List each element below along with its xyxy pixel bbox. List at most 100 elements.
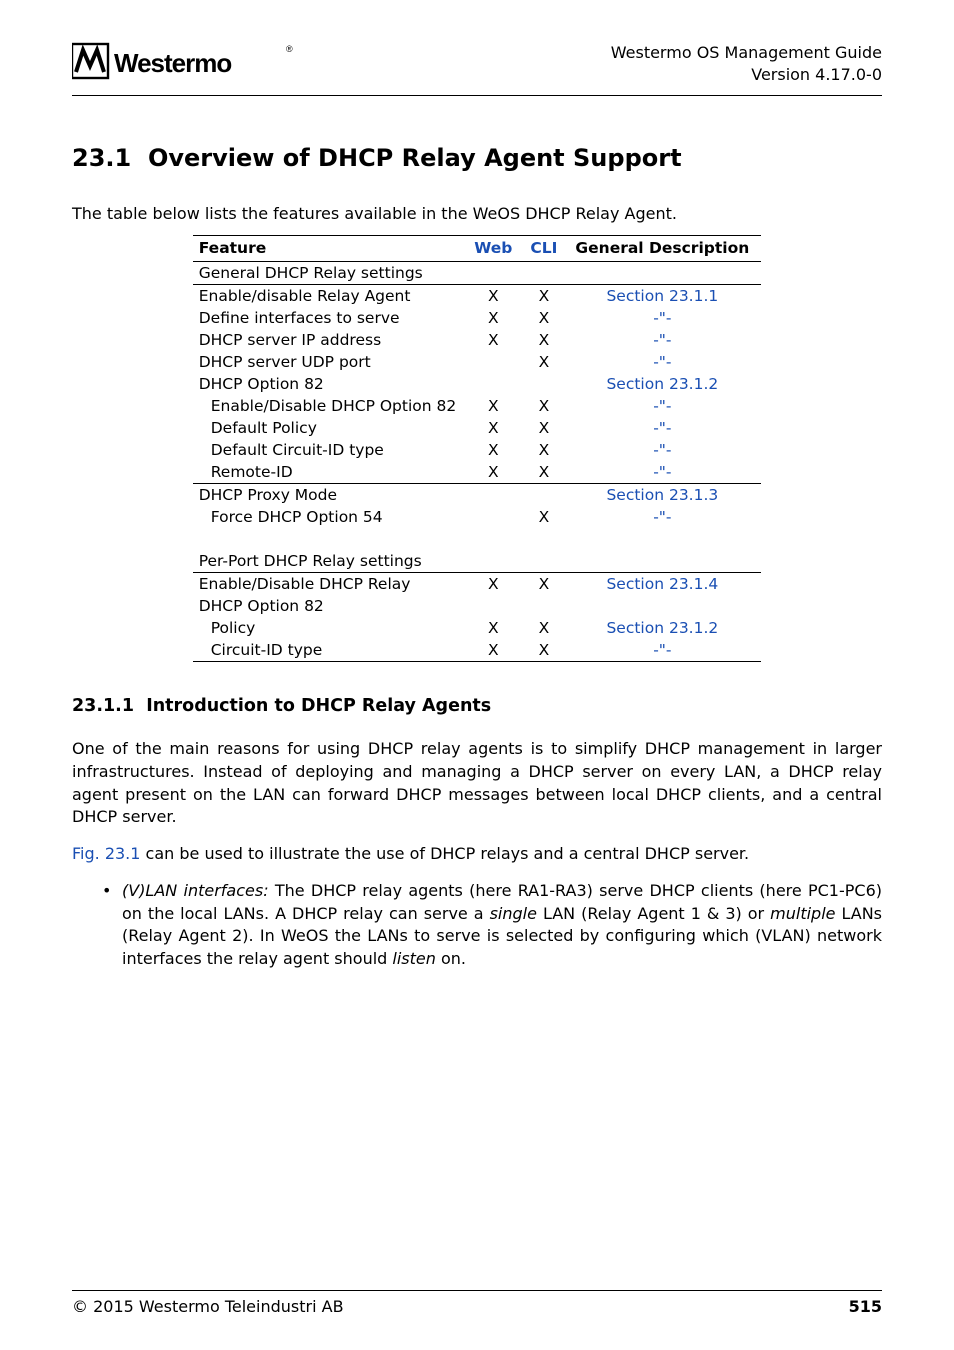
cell-feature: DHCP server IP address: [193, 329, 469, 351]
cell-web: X: [468, 573, 524, 596]
page: Westermo ® Westermo OS Management Guide …: [0, 0, 954, 1350]
table-row: Define interfaces to serveXX-"-: [193, 307, 762, 329]
cell-desc: [569, 550, 761, 573]
cell-feature: Enable/disable Relay Agent: [193, 285, 469, 308]
cell-web: [468, 595, 524, 617]
cell-web: X: [468, 417, 524, 439]
bullet-t2: LAN (Relay Agent 1 & 3) or: [537, 904, 770, 923]
cell-desc[interactable]: Section 23.1.2: [569, 617, 761, 639]
bullet-t4: on.: [436, 949, 466, 968]
cell-desc[interactable]: Section 23.1.1: [569, 285, 761, 308]
cell-feature: DHCP Option 82: [193, 595, 469, 617]
cell-desc: [569, 262, 761, 285]
table-row: General DHCP Relay settings: [193, 262, 762, 285]
cell-feature: Force DHCP Option 54: [193, 506, 469, 528]
table-row: Remote-IDXX-"-: [193, 461, 762, 484]
cell-web: X: [468, 617, 524, 639]
table-row: Circuit-ID typeXX-"-: [193, 639, 762, 662]
guide-title: Westermo OS Management Guide: [611, 42, 882, 64]
cell-desc[interactable]: Section 23.1.3: [569, 484, 761, 507]
paragraph-1: One of the main reasons for using DHCP r…: [72, 738, 882, 829]
table-row: Per-Port DHCP Relay settings: [193, 550, 762, 573]
cell-desc[interactable]: -"-: [569, 351, 761, 373]
cell-cli: [524, 595, 569, 617]
bullet-multiple: multiple: [770, 904, 835, 923]
cell-web: X: [468, 639, 524, 662]
cell-desc[interactable]: -"-: [569, 417, 761, 439]
header-text: Westermo OS Management Guide Version 4.1…: [611, 42, 882, 85]
section-number: 23.1: [72, 144, 131, 172]
cell-web: [468, 484, 524, 507]
cell-cli: X: [524, 417, 569, 439]
bullet-item: (V)LAN interfaces: The DHCP relay agents…: [106, 880, 882, 971]
copyright: © 2015 Westermo Teleindustri AB: [72, 1297, 344, 1316]
cell-web: X: [468, 395, 524, 417]
page-footer: © 2015 Westermo Teleindustri AB 515: [72, 1290, 882, 1316]
subsection-title: 23.1.1 Introduction to DHCP Relay Agents: [72, 696, 882, 716]
cell-cli: X: [524, 351, 569, 373]
cell-feature: DHCP Option 82: [193, 373, 469, 395]
cell-desc[interactable]: -"-: [569, 329, 761, 351]
table-row: [193, 528, 762, 550]
cell-web: [468, 262, 524, 285]
cell-feature: Enable/Disable DHCP Relay: [193, 573, 469, 596]
cell-desc[interactable]: -"-: [569, 639, 761, 662]
cell-web: [468, 550, 524, 573]
table-row: Default Circuit-ID typeXX-"-: [193, 439, 762, 461]
header-rule: [72, 95, 882, 96]
cell-desc[interactable]: -"-: [569, 307, 761, 329]
cell-cli: X: [524, 506, 569, 528]
table-row: Force DHCP Option 54 X-"-: [193, 506, 762, 528]
cell-cli: X: [524, 573, 569, 596]
table-row: Default PolicyXX-"-: [193, 417, 762, 439]
version-line: Version 4.17.0-0: [611, 64, 882, 86]
cell-feature: Default Policy: [193, 417, 469, 439]
cell-feature: Define interfaces to serve: [193, 307, 469, 329]
page-number: 515: [849, 1297, 882, 1316]
section-title-text: Overview of DHCP Relay Agent Support: [148, 144, 682, 172]
table-row: Enable/Disable DHCP RelayXXSection 23.1.…: [193, 573, 762, 596]
page-header: Westermo ® Westermo OS Management Guide …: [72, 42, 882, 85]
cell-web: [468, 351, 524, 373]
para2-text: can be used to illustrate the use of DHC…: [140, 844, 749, 863]
col-cli: CLI: [524, 236, 569, 262]
svg-text:®: ®: [286, 44, 293, 54]
table-row: PolicyXXSection 23.1.2: [193, 617, 762, 639]
cell-feature: DHCP server UDP port: [193, 351, 469, 373]
cell-desc[interactable]: -"-: [569, 439, 761, 461]
intro-paragraph: The table below lists the features avail…: [72, 204, 882, 223]
cell-cli: X: [524, 639, 569, 662]
table-row: Enable/disable Relay AgentXXSection 23.1…: [193, 285, 762, 308]
cell-web: X: [468, 439, 524, 461]
cell-cli: X: [524, 439, 569, 461]
table-row: DHCP Option 82: [193, 595, 762, 617]
westermo-logo: Westermo ®: [72, 42, 297, 80]
cell-cli: X: [524, 461, 569, 484]
bullet-list: (V)LAN interfaces: The DHCP relay agents…: [72, 880, 882, 971]
cell-desc[interactable]: -"-: [569, 461, 761, 484]
svg-text:Westermo: Westermo: [114, 48, 231, 78]
cell-cli: X: [524, 395, 569, 417]
table-header-row: Feature Web CLI General Description: [193, 236, 762, 262]
cell-desc[interactable]: Section 23.1.2: [569, 373, 761, 395]
feature-table: Feature Web CLI General Description Gene…: [193, 235, 762, 662]
fig-link[interactable]: Fig. 23.1: [72, 844, 140, 863]
table-row: Enable/Disable DHCP Option 82XX-"-: [193, 395, 762, 417]
col-desc: General Description: [569, 236, 761, 262]
cell-feature: Circuit-ID type: [193, 639, 469, 662]
cell-feature: General DHCP Relay settings: [193, 262, 469, 285]
subsection-title-text: Introduction to DHCP Relay Agents: [146, 696, 491, 716]
table-row: DHCP server IP addressXX-"-: [193, 329, 762, 351]
cell-feature: Enable/Disable DHCP Option 82: [193, 395, 469, 417]
cell-cli: X: [524, 617, 569, 639]
cell-cli: X: [524, 285, 569, 308]
cell-web: X: [468, 285, 524, 308]
cell-desc[interactable]: -"-: [569, 506, 761, 528]
cell-web: [468, 506, 524, 528]
cell-cli: [524, 262, 569, 285]
table-row: DHCP Option 82 Section 23.1.2: [193, 373, 762, 395]
table-row: DHCP Proxy ModeSection 23.1.3: [193, 484, 762, 507]
cell-desc[interactable]: -"-: [569, 395, 761, 417]
cell-desc[interactable]: Section 23.1.4: [569, 573, 761, 596]
cell-cli: [524, 373, 569, 395]
